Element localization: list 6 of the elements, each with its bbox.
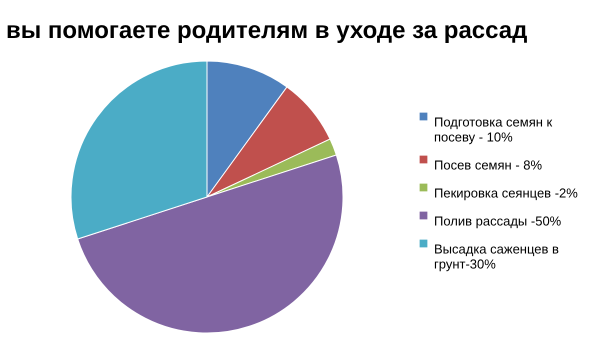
legend-label: Полив рассады -50% bbox=[434, 214, 562, 228]
chart-title: вы помогаете родителям в уходе за рассад bbox=[6, 17, 528, 44]
legend-label: Посев семян - 8% bbox=[434, 158, 542, 172]
legend-label: Пекировка сеянцев -2% bbox=[434, 186, 578, 200]
legend-label: Высадка саженцев в грунт-30% bbox=[434, 242, 560, 272]
legend-label: Подготовка семян к посеву - 10% bbox=[434, 114, 553, 144]
